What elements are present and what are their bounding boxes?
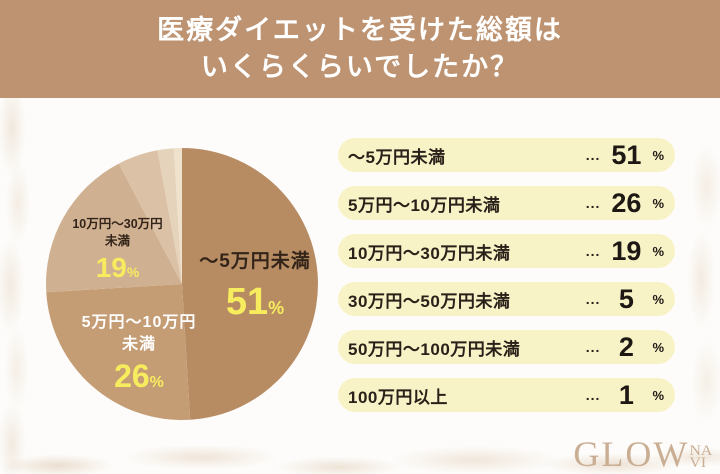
leader-dots: ... (585, 243, 601, 259)
pie-slice-2 (46, 163, 183, 293)
percent-sign: % (652, 339, 664, 355)
marble-texture-right (686, 140, 720, 450)
title-banner: 医療ダイエットを受けた総額は いくらくらいでしたか？ (0, 0, 720, 98)
legend-label: 5万円～10万円未満 (348, 195, 501, 215)
pie-slice-3 (118, 150, 182, 284)
leader-dots: ... (585, 387, 601, 403)
page-title-line1: 医療ダイエットを受けた総額は (157, 15, 563, 45)
glownavi-logo: GLOW NA VI (573, 434, 713, 474)
legend-value: 1 (618, 380, 634, 410)
legend-label: 50万円～100万円未満 (348, 339, 521, 359)
legend-value: 5 (618, 284, 634, 314)
pie-slice-0 (182, 148, 318, 420)
legend-row-30-50: 30万円～50万円未満 ... 5 % (338, 282, 675, 316)
pie-chart (42, 144, 322, 424)
legend-value: 2 (618, 332, 634, 362)
percent-sign: % (652, 147, 664, 163)
legend-row-10-30: 10万円～30万円未満 ... 19 % (338, 234, 675, 268)
leader-dots: ... (585, 147, 601, 163)
leader-dots: ... (585, 195, 601, 211)
legend-label: ～5万円未満 (348, 147, 446, 167)
legend-list: ～5万円未満 ... 51 % 5万円～10万円未満 ... 26 % 10万円… (338, 138, 675, 426)
percent-sign: % (652, 387, 664, 403)
pie-slice-4 (157, 148, 182, 284)
legend-value: 26 (611, 188, 642, 218)
leader-dots: ... (585, 339, 601, 355)
marble-texture-left (0, 98, 30, 474)
legend-value: 51 (611, 140, 642, 170)
leader-dots: ... (585, 291, 601, 307)
pie-chart-svg (46, 148, 318, 420)
legend-value: 19 (611, 236, 642, 266)
legend-label: 100万円以上 (348, 387, 448, 407)
pie-slice-5 (173, 148, 182, 284)
logo-navi-text: NA VI (689, 443, 713, 471)
legend-label: 30万円～50万円未満 (348, 291, 511, 311)
percent-sign: % (652, 195, 664, 211)
legend-row-over-100: 100万円以上 ... 1 % (338, 378, 675, 412)
page-title-line2: いくらくらいでしたか？ (200, 52, 520, 82)
legend-row-50-100: 50万円～100万円未満 ... 2 % (338, 330, 675, 364)
legend-label: 10万円～30万円未満 (348, 243, 511, 263)
percent-sign: % (652, 291, 664, 307)
legend-row-under-5: ～5万円未満 ... 51 % (338, 138, 675, 172)
pie-slice-1 (46, 284, 191, 420)
legend-row-5-10: 5万円～10万円未満 ... 26 % (338, 186, 675, 220)
logo-glow-text: GLOW (573, 434, 690, 474)
percent-sign: % (652, 243, 664, 259)
